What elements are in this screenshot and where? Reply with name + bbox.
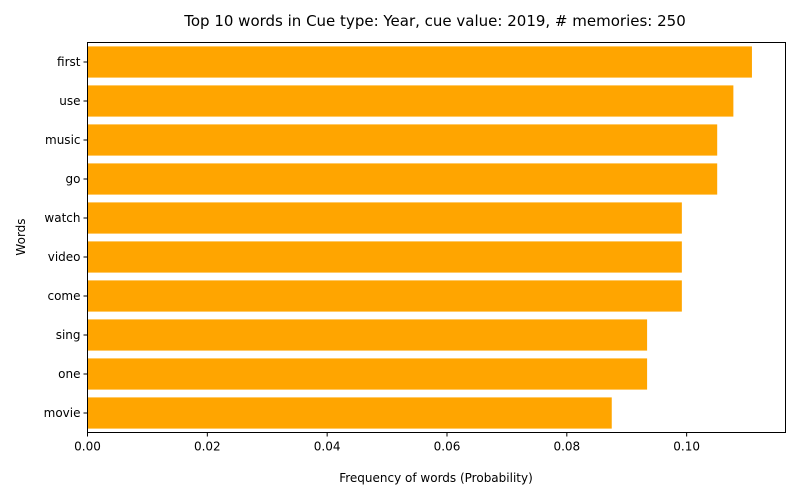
y-tick-label: first bbox=[57, 55, 81, 69]
bar-music bbox=[87, 124, 718, 156]
x-tick-label: 0.04 bbox=[314, 440, 341, 454]
x-tick-label: 0.00 bbox=[74, 440, 101, 454]
bar-use bbox=[87, 85, 734, 117]
bar-sing bbox=[87, 319, 648, 351]
y-tick-label: come bbox=[47, 289, 80, 303]
y-axis-ticks: first use music go watch video come sing one movi… bbox=[44, 55, 88, 420]
bar-watch bbox=[87, 202, 682, 234]
bar-video bbox=[87, 241, 682, 273]
y-tick-label: movie bbox=[44, 406, 81, 420]
bar-one bbox=[87, 358, 648, 390]
bar-movie bbox=[87, 397, 612, 429]
x-tick-label: 0.10 bbox=[673, 440, 700, 454]
x-tick-label: 0.06 bbox=[434, 440, 461, 454]
bars-group bbox=[87, 46, 752, 429]
x-axis-label: Frequency of words (Probability) bbox=[339, 471, 533, 485]
x-tick-label: 0.02 bbox=[194, 440, 221, 454]
y-axis-label: Words bbox=[14, 218, 28, 255]
bar-go bbox=[87, 163, 718, 195]
y-tick-label: video bbox=[48, 250, 81, 264]
y-tick-label: one bbox=[58, 367, 80, 381]
y-tick-label: watch bbox=[44, 211, 80, 225]
x-axis-ticks: 0.00 0.02 0.04 0.06 0.08 0.10 bbox=[74, 432, 700, 454]
y-tick-label: sing bbox=[56, 328, 81, 342]
y-tick-label: go bbox=[66, 172, 81, 186]
plot-frame bbox=[87, 42, 786, 433]
y-tick-label: use bbox=[59, 94, 80, 108]
y-tick-label: music bbox=[45, 133, 80, 147]
chart-title: Top 10 words in Cue type: Year, cue valu… bbox=[183, 12, 685, 30]
x-tick-label: 0.08 bbox=[553, 440, 580, 454]
bar-come bbox=[87, 280, 682, 312]
bar-first bbox=[87, 46, 752, 78]
